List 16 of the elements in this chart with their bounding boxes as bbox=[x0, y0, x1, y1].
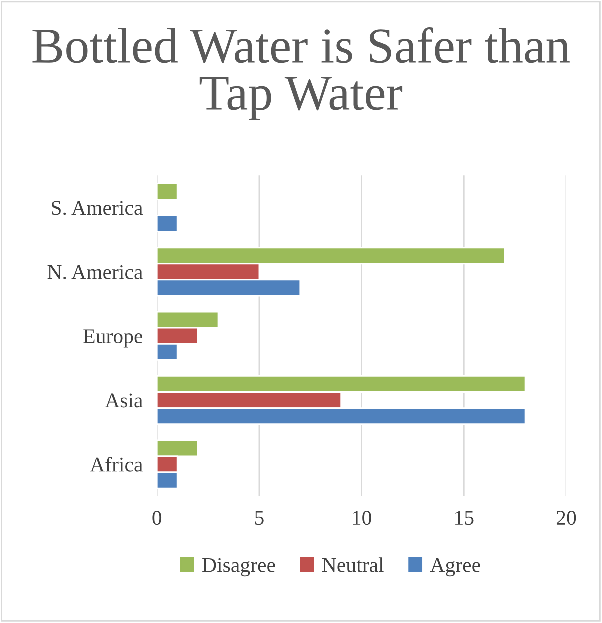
legend-label: Neutral bbox=[322, 558, 384, 572]
y-tick-label: S. America bbox=[52, 201, 143, 216]
chart-title: Bottled Water is Safer than Tap Water bbox=[32, 28, 570, 120]
x-tick-label: 15 bbox=[456, 511, 474, 526]
y-tick-label: Europe bbox=[84, 330, 143, 348]
y-tick-label: N. America bbox=[48, 265, 143, 280]
x-tick-label: 20 bbox=[556, 511, 576, 526]
x-tick-label: 10 bbox=[353, 511, 372, 526]
x-tick-label: 5 bbox=[255, 511, 264, 526]
y-tick-label: Asia bbox=[105, 394, 143, 408]
bar bbox=[157, 215, 178, 233]
bar bbox=[157, 183, 178, 200]
x-tick-label: 0 bbox=[152, 511, 162, 526]
y-tick-label: Africa bbox=[90, 457, 143, 472]
legend-label: Agree bbox=[430, 558, 480, 577]
legend-label: Disagree bbox=[202, 558, 276, 577]
